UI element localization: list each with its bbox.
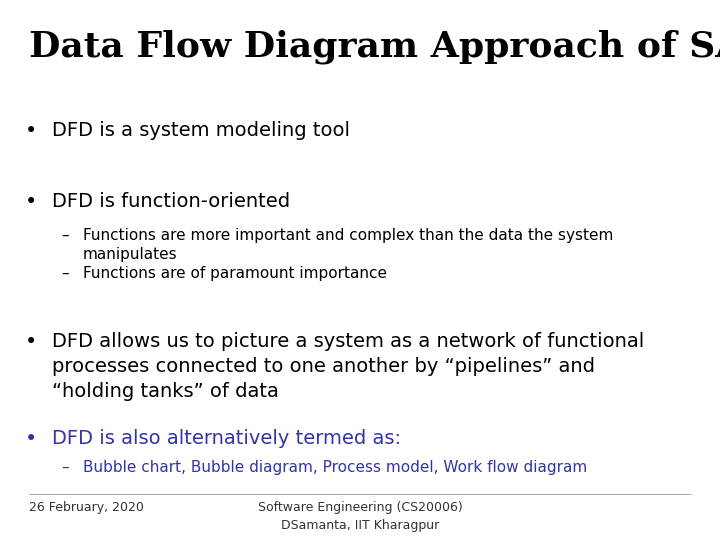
Text: –: – — [61, 266, 69, 281]
Text: •: • — [25, 429, 37, 449]
Text: Bubble chart, Bubble diagram, Process model, Work flow diagram: Bubble chart, Bubble diagram, Process mo… — [83, 460, 587, 475]
Text: 26 February, 2020: 26 February, 2020 — [29, 501, 144, 514]
Text: –: – — [61, 460, 69, 475]
Text: Functions are more important and complex than the data the system
manipulates: Functions are more important and complex… — [83, 228, 613, 262]
Text: DFD is function-oriented: DFD is function-oriented — [52, 192, 290, 211]
Text: Functions are of paramount importance: Functions are of paramount importance — [83, 266, 387, 281]
Text: •: • — [25, 122, 37, 141]
Text: •: • — [25, 192, 37, 212]
Text: DFD is also alternatively termed as:: DFD is also alternatively termed as: — [52, 429, 401, 448]
Text: Data Flow Diagram Approach of SA: Data Flow Diagram Approach of SA — [29, 30, 720, 64]
Text: DFD allows us to picture a system as a network of functional
processes connected: DFD allows us to picture a system as a n… — [52, 332, 644, 401]
Text: Software Engineering (CS20006)
DSamanta, IIT Kharagpur: Software Engineering (CS20006) DSamanta,… — [258, 501, 462, 532]
Text: DFD is a system modeling tool: DFD is a system modeling tool — [52, 122, 350, 140]
Text: •: • — [25, 332, 37, 352]
Text: –: – — [61, 228, 69, 243]
